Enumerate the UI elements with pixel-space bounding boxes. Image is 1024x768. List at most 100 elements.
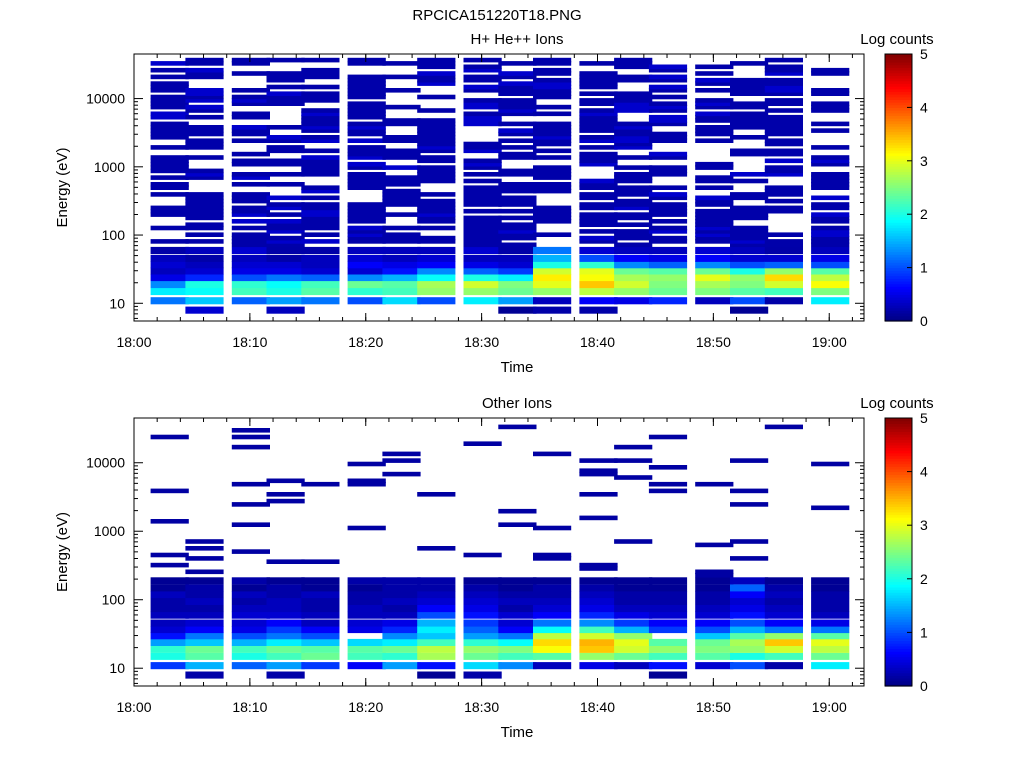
heatmap-cell — [266, 161, 305, 167]
heatmap-cell — [150, 652, 189, 660]
heatmap-cell — [185, 195, 224, 201]
heatmap-cell — [150, 208, 189, 214]
heatmap-cell — [347, 235, 386, 241]
heatmap-cell — [533, 584, 572, 592]
heatmap-cell — [533, 185, 572, 190]
heatmap-cell — [231, 219, 270, 224]
colorbar-segment — [885, 152, 912, 157]
heatmap-cell — [417, 71, 456, 76]
heatmap-cell — [648, 281, 688, 289]
heatmap-cell — [417, 652, 456, 660]
heatmap-cell — [266, 498, 305, 504]
colorbar-segment — [885, 619, 912, 623]
y-axis-label: Energy (eV) — [54, 512, 71, 592]
heatmap-cell — [347, 131, 386, 137]
colorbar-segment — [885, 91, 912, 95]
heatmap-cell — [695, 225, 734, 231]
heatmap-cell — [533, 141, 572, 147]
heatmap-cell — [648, 465, 688, 470]
colorbar-segment — [885, 136, 912, 141]
colorbar-segment — [885, 501, 912, 505]
heatmap-cell — [150, 552, 189, 558]
heatmap-cell — [498, 208, 537, 214]
heatmap-cell — [695, 638, 734, 646]
heatmap-cell — [811, 461, 850, 467]
heatmap-cell — [150, 597, 189, 605]
heatmap-cell — [382, 188, 421, 194]
heatmap-cell — [695, 215, 734, 221]
heatmap-cell — [382, 597, 421, 605]
heatmap-cell — [417, 225, 456, 231]
heatmap-cell — [648, 246, 688, 254]
heatmap-cell — [347, 128, 386, 133]
heatmap-cell — [695, 131, 734, 137]
heatmap-cell — [382, 138, 421, 143]
heatmap-cell — [417, 57, 456, 63]
heatmap-cell — [730, 261, 769, 269]
colorbar-segment — [885, 251, 912, 255]
heatmap-cell — [648, 235, 688, 241]
heatmap-cell — [150, 121, 189, 127]
heatmap-cell — [695, 261, 734, 269]
heatmap-cell — [347, 232, 386, 237]
heatmap-cell — [730, 611, 769, 619]
heatmap-cell — [185, 652, 224, 660]
heatmap-cell — [266, 626, 305, 634]
heatmap-cell — [347, 645, 386, 653]
heatmap-cell — [301, 645, 340, 653]
heatmap-cell — [301, 591, 340, 599]
colorbar-segment — [885, 418, 912, 422]
heatmap-cell — [463, 242, 502, 248]
heatmap-cell — [730, 267, 769, 275]
colorbar-segment — [885, 243, 912, 247]
colorbar-segment — [885, 428, 912, 432]
heatmap-cell — [301, 584, 340, 592]
heatmap-cell — [463, 632, 502, 640]
heatmap-cell — [185, 662, 224, 670]
colorbar-segment — [885, 675, 912, 679]
colorbar-segment — [885, 59, 912, 63]
colorbar-segment — [885, 299, 912, 303]
heatmap-cell — [498, 188, 537, 194]
heatmap-cell — [811, 626, 850, 634]
colorbar-segment — [885, 485, 912, 489]
heatmap-cell — [764, 281, 803, 289]
heatmap-cell — [730, 212, 769, 217]
heatmap-cell — [231, 591, 270, 599]
colorbar-segment — [885, 460, 912, 465]
heatmap-cell — [382, 288, 421, 296]
heatmap-cell — [764, 188, 803, 194]
heatmap-cell — [498, 131, 537, 137]
heatmap-cell — [579, 114, 618, 120]
heatmap-cell — [266, 135, 305, 140]
heatmap-cell — [579, 515, 618, 521]
heatmap-cell — [185, 577, 224, 585]
heatmap-cell — [811, 584, 850, 592]
colorbar-segment — [885, 624, 912, 628]
heatmap-cell — [382, 151, 421, 157]
colorbar-segment — [885, 264, 912, 269]
heatmap-cell — [498, 215, 537, 221]
heatmap-cell — [614, 135, 653, 140]
heatmap-cell — [695, 178, 734, 184]
heatmap-cell — [231, 481, 270, 487]
colorbar-segment — [885, 216, 912, 221]
heatmap-cell — [614, 77, 653, 83]
colorbar-segment — [885, 304, 912, 309]
heatmap-cell — [648, 597, 688, 605]
heatmap-cell — [579, 584, 618, 592]
heatmap-cell — [614, 125, 653, 130]
heatmap-cell — [417, 178, 456, 184]
colorbar-segment — [885, 474, 912, 478]
colorbar-segment — [885, 568, 912, 572]
heatmap-cell — [614, 597, 653, 605]
heatmap-cell — [811, 185, 850, 190]
heatmap-cell — [764, 108, 803, 113]
heatmap-cell — [811, 202, 850, 207]
heatmap-cell — [185, 288, 224, 296]
heatmap-cell — [533, 274, 572, 282]
heatmap-cell — [614, 254, 653, 262]
heatmap-cell — [301, 172, 340, 177]
colorbar-segment — [885, 219, 912, 223]
panel-title: Other Ions — [482, 395, 552, 412]
